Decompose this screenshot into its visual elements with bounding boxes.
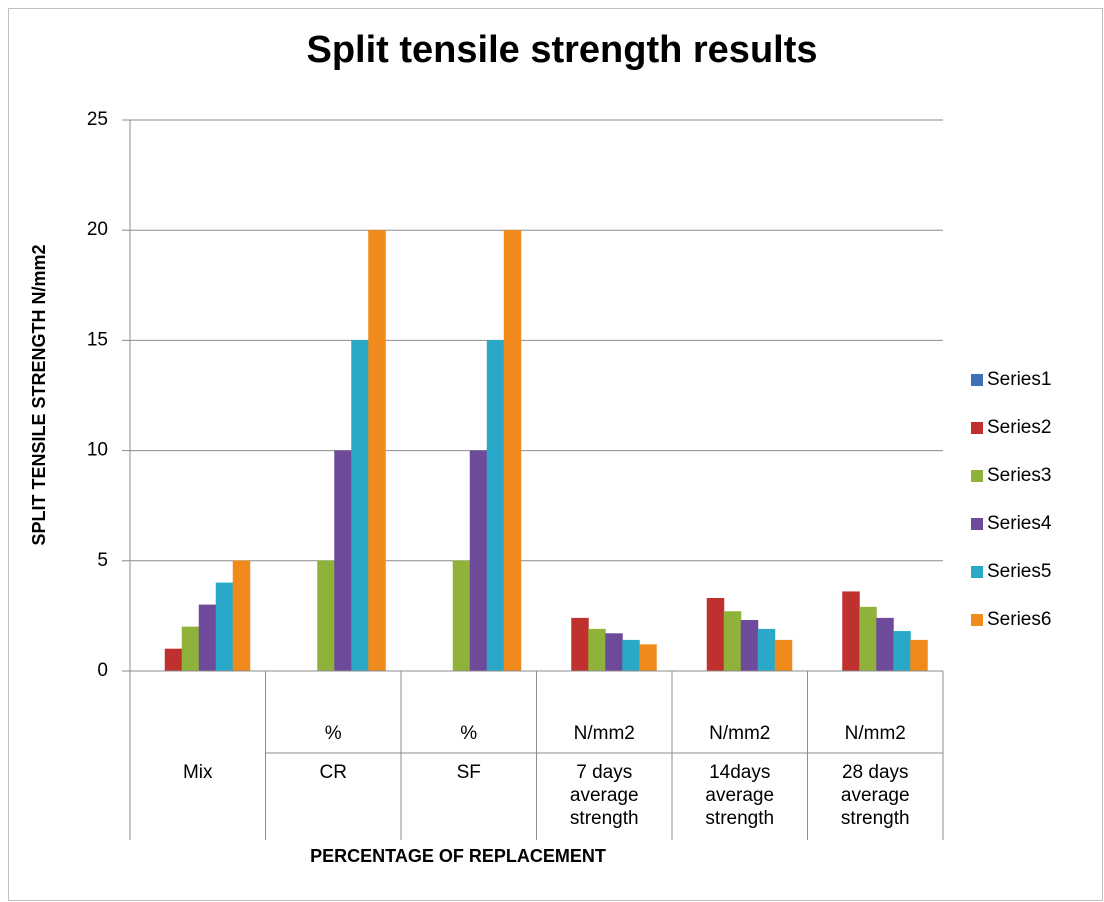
x-tick-label: 14days: [709, 762, 770, 783]
bar: [588, 628, 606, 672]
bar: [859, 606, 877, 672]
bar: [740, 620, 759, 672]
x-unit-label: %: [325, 723, 342, 744]
y-tick-label: 15: [87, 329, 108, 350]
bar: [706, 598, 725, 672]
bar: [876, 617, 894, 672]
x-tick-label: average: [705, 785, 774, 806]
bar: [334, 450, 352, 672]
x-tick-label: Mix: [183, 762, 213, 783]
x-unit-label: %: [460, 723, 477, 744]
bar: [622, 639, 640, 672]
x-tick-label: average: [570, 785, 639, 806]
bar: [232, 560, 251, 672]
bar: [723, 611, 742, 672]
legend-label: Series3: [987, 465, 1051, 486]
legend-label: Series4: [987, 513, 1052, 534]
bar: [757, 628, 776, 672]
bar: [198, 604, 217, 672]
x-tick-label: strength: [570, 808, 639, 829]
x-tick-label: strength: [841, 808, 910, 829]
legend-swatch: [971, 374, 983, 386]
bar: [164, 648, 183, 672]
x-tick-label: 7 days: [576, 762, 632, 783]
legend-swatch: [971, 470, 983, 482]
bar: [639, 644, 657, 672]
x-tick-label: strength: [705, 808, 774, 829]
bar: [469, 450, 488, 672]
y-tick-label: 10: [87, 440, 108, 461]
bar: [351, 340, 369, 672]
bar: [181, 626, 200, 672]
x-axis-title: PERCENTAGE OF REPLACEMENT: [310, 846, 606, 866]
x-tick-label: SF: [457, 762, 481, 783]
bar: [452, 560, 471, 672]
y-tick-label: 20: [87, 219, 108, 240]
legend-label: Series1: [987, 369, 1051, 390]
bar: [605, 633, 623, 672]
legend-label: Series2: [987, 417, 1051, 438]
bar: [842, 591, 860, 672]
chart-border: [8, 8, 1103, 901]
legend-label: Series5: [987, 561, 1051, 582]
legend-swatch: [971, 422, 983, 434]
bar: [503, 229, 522, 672]
y-tick-label: 0: [97, 660, 108, 681]
legend-swatch: [971, 518, 983, 530]
bar: [368, 229, 386, 672]
x-unit-label: N/mm2: [574, 723, 635, 744]
legend-swatch: [971, 614, 983, 626]
x-unit-label: N/mm2: [845, 723, 906, 744]
y-axis-title: SPLIT TENSILE STRENGTH N/mm2: [29, 244, 49, 545]
chart-title: Split tensile strength results: [307, 29, 818, 71]
legend-label: Series6: [987, 609, 1051, 630]
x-unit-label: N/mm2: [709, 723, 770, 744]
bar: [774, 639, 793, 672]
x-tick-label: average: [841, 785, 910, 806]
bar: [910, 639, 928, 672]
bar: [571, 617, 589, 672]
legend-swatch: [971, 566, 983, 578]
x-tick-label: CR: [320, 762, 347, 783]
y-tick-label: 25: [87, 109, 108, 130]
y-tick-label: 5: [97, 550, 108, 571]
x-tick-label: 28 days: [842, 762, 909, 783]
bar: [486, 340, 505, 672]
bar: [893, 631, 911, 672]
bar: [317, 560, 335, 672]
bar: [215, 582, 234, 672]
